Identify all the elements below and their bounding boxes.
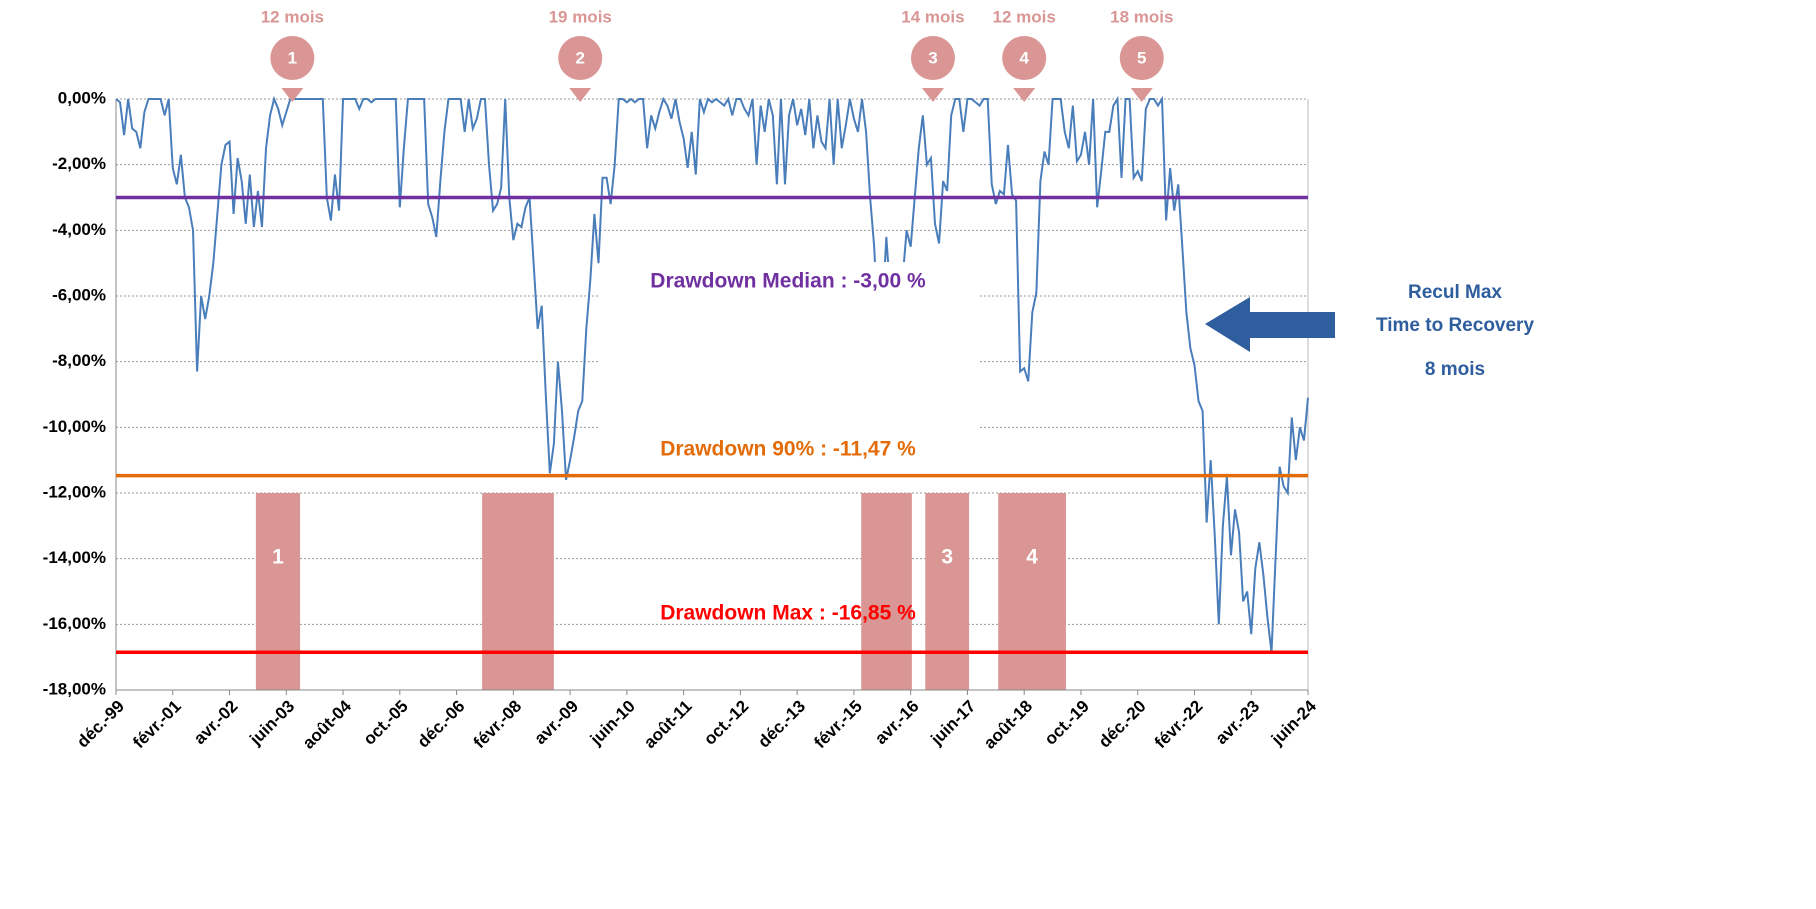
x-tick-label: juin-03 xyxy=(245,697,298,750)
x-tick-label: août-11 xyxy=(640,697,696,753)
x-tick-label: févr.-22 xyxy=(1151,697,1207,753)
marker-label: 1 xyxy=(288,48,297,67)
marker-pointer xyxy=(921,88,944,102)
x-tick-label: avr.-16 xyxy=(871,697,923,749)
y-tick-label: 0,00% xyxy=(58,88,106,107)
drawdown-line xyxy=(115,95,1309,653)
y-tick-label: -8,00% xyxy=(52,351,106,370)
marker-circle xyxy=(910,36,955,80)
marker-pointer xyxy=(1013,88,1036,102)
y-tick-label: -18,00% xyxy=(43,679,106,698)
x-tick-label: oct.-19 xyxy=(1041,697,1093,749)
x-tick-label: juin-10 xyxy=(586,697,639,750)
marker-duration: 12 mois xyxy=(993,7,1056,26)
x-tick-label: juin-24 xyxy=(1267,696,1320,749)
x-tick-label: févr.-08 xyxy=(470,697,526,753)
x-tick-label: avr.-09 xyxy=(531,697,583,749)
reference-label: Drawdown 90% : -11,47 % xyxy=(660,438,916,461)
x-tick-label: juin-17 xyxy=(927,697,980,750)
period-label: 1 xyxy=(272,546,284,569)
marker-pointer xyxy=(569,88,592,102)
period xyxy=(998,493,1066,690)
y-tick-label: -4,00% xyxy=(52,220,106,239)
marker-circle xyxy=(270,36,315,80)
marker-duration: 18 mois xyxy=(1110,7,1173,26)
y-tick-label: -16,00% xyxy=(43,614,106,633)
x-tick-label: déc.-99 xyxy=(73,697,128,752)
x-tick-label: avr.-02 xyxy=(190,697,242,749)
marker-label: 3 xyxy=(928,48,937,67)
y-tick-label: -6,00% xyxy=(52,285,106,304)
marker-duration: 19 mois xyxy=(549,7,612,26)
reference-label: Drawdown Max : -16,85 % xyxy=(660,602,916,625)
x-tick-label: oct.-05 xyxy=(360,697,412,749)
x-tick-label: août-18 xyxy=(980,697,1036,753)
x-tick-label: oct.-12 xyxy=(700,697,752,749)
marker-label: 5 xyxy=(1137,48,1146,67)
marker-pointer xyxy=(281,88,304,102)
label-backdrop xyxy=(600,262,980,474)
side-note: 8 mois xyxy=(1425,359,1485,380)
x-tick-label: déc.-20 xyxy=(1095,697,1150,752)
period-label: 3 xyxy=(941,546,953,569)
x-tick-label: avr.-23 xyxy=(1212,697,1264,749)
marker-circle xyxy=(1119,36,1164,80)
period xyxy=(925,493,970,690)
y-tick-label: -10,00% xyxy=(43,417,106,436)
marker-circle xyxy=(1002,36,1047,80)
side-note: Recul Max xyxy=(1408,282,1502,303)
x-tick-label: févr.-15 xyxy=(810,697,866,753)
period-label: 4 xyxy=(1026,546,1038,569)
y-tick-label: -12,00% xyxy=(43,482,106,501)
period xyxy=(482,493,554,690)
x-tick-label: déc.-06 xyxy=(414,697,469,752)
side-note: Time to Recovery xyxy=(1376,315,1534,336)
marker-circle xyxy=(558,36,603,80)
marker-duration: 14 mois xyxy=(901,7,964,26)
reference-label: Drawdown Median : -3,00 % xyxy=(650,270,926,293)
recovery-arrow xyxy=(1205,297,1335,352)
period xyxy=(861,493,912,690)
marker-pointer xyxy=(1130,88,1153,102)
period xyxy=(255,493,301,690)
x-tick-label: déc.-13 xyxy=(754,697,809,752)
x-tick-label: août-04 xyxy=(299,696,356,753)
y-tick-label: -2,00% xyxy=(52,154,106,173)
marker-label: 4 xyxy=(1019,48,1029,67)
y-tick-label: -14,00% xyxy=(43,548,106,567)
marker-duration: 12 mois xyxy=(261,7,324,26)
x-tick-label: févr.-01 xyxy=(129,697,185,753)
marker-label: 2 xyxy=(575,48,584,67)
